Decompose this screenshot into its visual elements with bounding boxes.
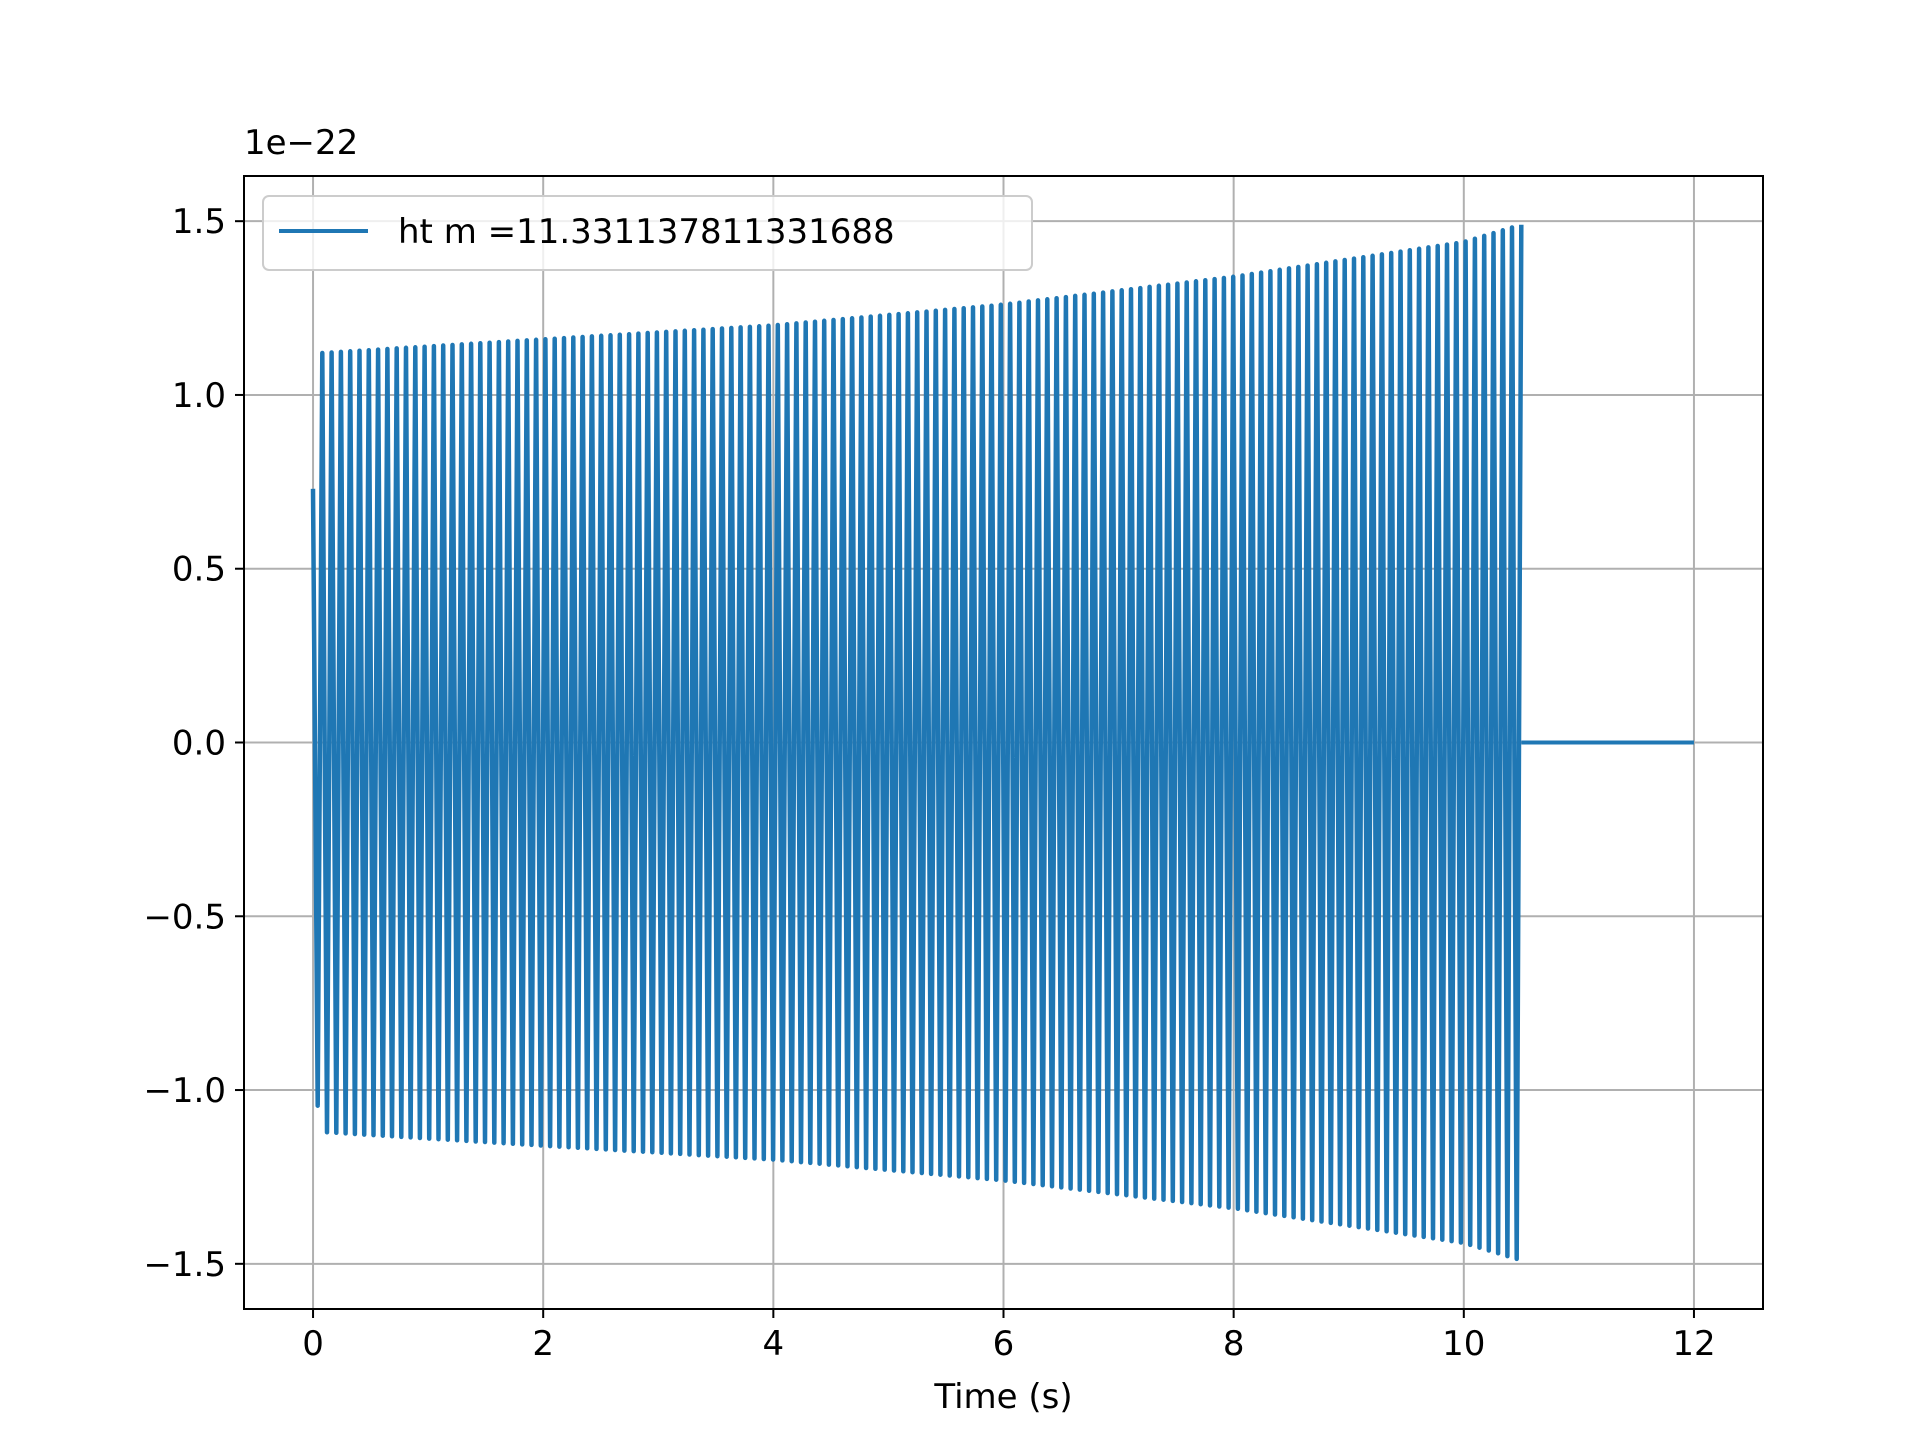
y-tick-label: 1.0 [172, 376, 226, 416]
y-tick-label: −1.5 [143, 1245, 226, 1285]
x-tick-label: 4 [763, 1324, 785, 1364]
y-offset-label: 1e−22 [244, 123, 358, 163]
y-tick-label: 0.0 [172, 724, 226, 764]
legend-box [262, 195, 1033, 271]
x-tick-label: 0 [302, 1324, 324, 1364]
x-axis-ticks: 0 2 4 6 8 10 12 [302, 1309, 1716, 1364]
x-tick-label: 12 [1672, 1324, 1715, 1364]
x-tick-label: 2 [532, 1324, 554, 1364]
y-tick-label: 1.5 [172, 202, 226, 242]
legend: ht m =11.331137811331688 [262, 195, 1033, 271]
y-tick-label: 0.5 [172, 550, 226, 590]
y-tick-label: −0.5 [143, 897, 226, 937]
legend-label: ht m =11.331137811331688 [398, 212, 895, 252]
series-ht [310, 224, 1694, 1262]
series-line [310, 224, 1524, 1262]
x-axis-label: Time (s) [933, 1377, 1072, 1417]
y-tick-label: −1.0 [143, 1071, 226, 1111]
x-tick-label: 8 [1223, 1324, 1245, 1364]
y-axis-ticks: −1.5 −1.0 −0.5 0.0 0.5 1.0 1.5 [143, 202, 244, 1285]
x-tick-label: 6 [993, 1324, 1015, 1364]
x-tick-label: 10 [1442, 1324, 1485, 1364]
